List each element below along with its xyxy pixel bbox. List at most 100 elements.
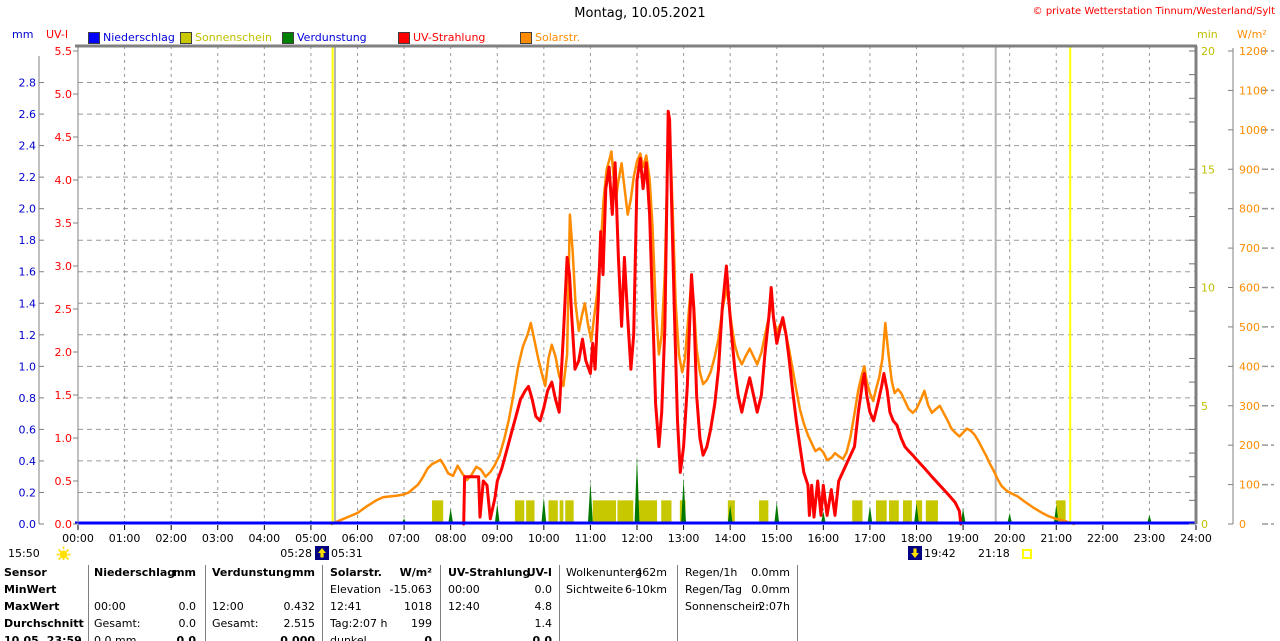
table-cell: 6-10km — [624, 583, 667, 596]
tick-label: 0 — [1239, 518, 1246, 531]
tick-label: 07:00 — [388, 532, 420, 545]
tick-label: 15 — [1201, 163, 1215, 176]
tick-label: 5 — [1201, 400, 1208, 413]
evaporation-spikes — [75, 455, 1152, 524]
tick-label: 10:00 — [528, 532, 560, 545]
table-cell: 12:00 — [212, 600, 244, 613]
table-cell: Gesamt: — [212, 617, 259, 630]
sunshine-bar — [1056, 500, 1066, 524]
tick-label: 12:00 — [621, 532, 653, 545]
tick-label: 1.0 — [55, 432, 73, 445]
sunshine-bar — [852, 500, 863, 524]
uv-series — [462, 109, 963, 526]
table-separator — [322, 565, 323, 641]
tick-label: 3.0 — [55, 260, 73, 273]
table-cell: dunkel — [330, 634, 367, 641]
sunrise-time: 05:31 — [331, 547, 363, 560]
table-cell: 12:40 — [448, 600, 480, 613]
evaporation-spike — [867, 505, 873, 524]
sunshine-bar — [514, 500, 525, 524]
mm-axis: 0.0 0.2 0.4 0.6 0.8 1.0 1.2 1.4 1.6 1.8 2.0 2.2 2.4 2… — [19, 56, 44, 531]
sunshine-bar — [592, 500, 617, 524]
tick-label: 23:00 — [1134, 532, 1166, 545]
table-cell: 462m — [635, 566, 667, 579]
tick-label: 1.8 — [19, 234, 37, 247]
sunshine-bar — [875, 500, 887, 524]
weather-chart: 0.0 0.2 0.4 0.6 0.8 1.0 1.2 1.4 1.6 1.8 2.0 2.2 2.4 2… — [19, 44, 1274, 545]
tick-label: 700 — [1239, 242, 1260, 255]
sunshine-bar — [916, 500, 923, 524]
copyright-notice: © private Wetterstation Tinnum/Westerlan… — [1032, 6, 1275, 17]
tick-label: 500 — [1239, 321, 1260, 334]
tick-label: 1100 — [1239, 84, 1267, 97]
table-cell: 2:07h — [758, 600, 790, 613]
evaporation-spike — [727, 505, 733, 524]
table-cell: 0.000 — [280, 634, 315, 641]
tick-label: 20:00 — [994, 532, 1026, 545]
evaporation-spike — [1007, 512, 1013, 524]
sunset-time: 19:42 — [924, 547, 956, 560]
table-cell: UV-Strahlung — [448, 566, 531, 579]
table-cell: 199 — [411, 617, 432, 630]
tick-label: 2.4 — [19, 140, 37, 153]
legend-label: Verdunstung — [297, 31, 367, 44]
uvi-axis: 0.0 0.5 1.0 1.5 2.0 2.5 3.0 3.5 4.0 4.5 5.0 5.5 — [55, 45, 78, 531]
evaporation-spike — [587, 481, 593, 524]
table-separator — [440, 565, 441, 641]
tick-label: 1200 — [1239, 45, 1267, 58]
legend-swatch — [88, 32, 100, 44]
table-cell: 0.0mm — [751, 566, 790, 579]
evaporation-spike — [541, 497, 547, 524]
sunshine-bar — [565, 500, 574, 524]
tick-label: 2.6 — [19, 108, 37, 121]
table-cell: 0.0 — [178, 600, 197, 613]
table-cell: 0.0 — [534, 583, 553, 596]
tick-label: 06:00 — [342, 532, 374, 545]
tick-label: 1.2 — [19, 329, 37, 342]
tick-label: 1.0 — [19, 360, 37, 373]
table-cell: Sensor — [4, 566, 47, 579]
tick-label: 800 — [1239, 203, 1260, 216]
table-cell: 10.05. 23:59 — [4, 634, 82, 641]
table-cell: mm — [173, 566, 196, 579]
sunshine-bar — [637, 500, 658, 524]
time-axis: 00:00 01:00 02:00 03:00 04:00 05:00 06:00 07:00… — [62, 525, 1212, 545]
tick-label: 19:00 — [947, 532, 979, 545]
tick-label: 05:00 — [295, 532, 327, 545]
sun-icon — [56, 546, 71, 564]
tick-label: 1.5 — [55, 389, 73, 402]
tick-label: 11:00 — [575, 532, 607, 545]
table-cell: MaxWert — [4, 600, 60, 613]
axis-unit-min: min — [1197, 28, 1218, 41]
tick-label: 4.5 — [55, 131, 73, 144]
tick-label: 5.0 — [55, 88, 73, 101]
table-cell: 0.0 — [532, 634, 553, 641]
tick-label: 02:00 — [155, 532, 187, 545]
table-separator — [88, 565, 89, 641]
tick-label: 0.2 — [19, 486, 37, 499]
table-cell: Wolkenunterg — [566, 566, 643, 579]
table-cell: 0.0 — [178, 617, 197, 630]
sunshine-bar — [617, 500, 634, 524]
axis-unit-wm2: W/m² — [1237, 28, 1267, 41]
tick-label: 00:00 — [62, 532, 94, 545]
tick-label: 400 — [1239, 360, 1260, 373]
tick-label: 17:00 — [854, 532, 886, 545]
tick-label: 2.5 — [55, 303, 73, 316]
table-cell: Verdunstung — [212, 566, 292, 579]
table-cell: 0.432 — [283, 600, 316, 613]
legend-swatch — [520, 32, 532, 44]
solar-series — [330, 121, 1076, 526]
tick-label: 0.5 — [55, 475, 73, 488]
table-cell: 1.4 — [534, 617, 553, 630]
axis-unit-uvi: UV-I — [46, 28, 69, 41]
tick-label: 200 — [1239, 439, 1260, 452]
evaporation-spike — [634, 455, 640, 524]
right-edge-ticks — [1262, 50, 1274, 525]
sunshine-bars — [432, 500, 1066, 524]
tick-label: 0.6 — [19, 423, 37, 436]
tick-label: 22:00 — [1087, 532, 1119, 545]
sunshine-bar — [925, 500, 938, 524]
tick-label: 600 — [1239, 282, 1260, 295]
